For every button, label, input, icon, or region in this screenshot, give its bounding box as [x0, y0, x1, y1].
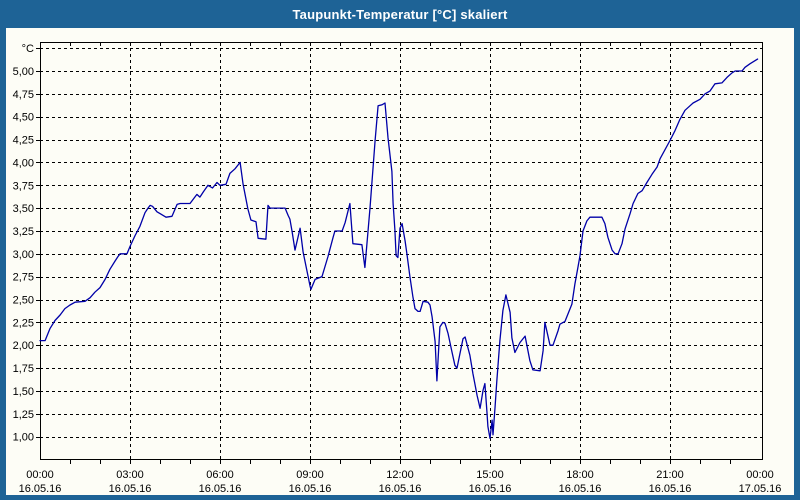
x-tick-time-label: 00:00 [746, 469, 774, 481]
y-axis-unit-label: °C [22, 43, 34, 55]
y-tick-label: 2,75 [13, 272, 34, 284]
y-tick-label: 1,00 [13, 432, 34, 444]
y-tick-label: 5,00 [13, 66, 34, 78]
x-tick-time-label: 21:00 [656, 469, 684, 481]
x-tick-time-label: 06:00 [206, 469, 234, 481]
x-tick-time-label: 12:00 [386, 469, 414, 481]
y-tick-label: 4,75 [13, 89, 34, 101]
y-tick-label: 4,25 [13, 135, 34, 147]
x-tick-time-label: 09:00 [296, 469, 324, 481]
window-title: Taupunkt-Temperatur [°C] skaliert [292, 6, 508, 22]
y-tick-label: 3,25 [13, 226, 34, 238]
y-tick-label: 2,00 [13, 340, 34, 352]
y-tick-label: 4,50 [13, 112, 34, 124]
x-tick-date-label: 16.05.16 [289, 483, 332, 495]
x-tick-date-label: 16.05.16 [199, 483, 242, 495]
x-tick-date-label: 16.05.16 [469, 483, 512, 495]
chart-panel: 5,00 4,75 4,50 4,25 4,00 3,75 3,50 3,25 3,00 2,75… [6, 28, 794, 495]
x-tick-time-label: 03:00 [116, 469, 144, 481]
axis-labels-group: 5,00 4,75 4,50 4,25 4,00 3,75 3,50 3,25 3,00 2,75… [13, 43, 782, 495]
dewpoint-series-line [39, 58, 759, 440]
x-tick-time-label: 18:00 [566, 469, 594, 481]
dewpoint-line-chart: 5,00 4,75 4,50 4,25 4,00 3,75 3,50 3,25 3,00 2,75… [13, 42, 782, 495]
series-group [39, 58, 759, 440]
x-tick-time-label: 15:00 [476, 469, 504, 481]
x-tick-date-label: 17.05.16 [739, 483, 782, 495]
x-tick-date-label: 16.05.16 [559, 483, 602, 495]
y-tick-label: 4,00 [13, 157, 34, 169]
y-tick-label: 3,75 [13, 180, 34, 192]
y-tick-label: 1,50 [13, 386, 34, 398]
title-bar: Taupunkt-Temperatur [°C] skaliert [0, 0, 800, 28]
x-tick-date-label: 16.05.16 [19, 483, 62, 495]
y-tick-label: 2,25 [13, 317, 34, 329]
x-tick-date-label: 16.05.16 [379, 483, 422, 495]
x-tick-date-label: 16.05.16 [109, 483, 152, 495]
x-tick-time-label: 00:00 [26, 469, 54, 481]
y-tick-label: 3,00 [13, 249, 34, 261]
y-tick-label: 2,50 [13, 295, 34, 307]
plot-frame [40, 42, 763, 460]
axes-group [36, 42, 763, 464]
y-tick-label: 1,25 [13, 409, 34, 421]
y-tick-label: 3,50 [13, 203, 34, 215]
x-tick-date-label: 16.05.16 [649, 483, 692, 495]
y-tick-label: 1,75 [13, 363, 34, 375]
gridlines-group [40, 42, 762, 459]
